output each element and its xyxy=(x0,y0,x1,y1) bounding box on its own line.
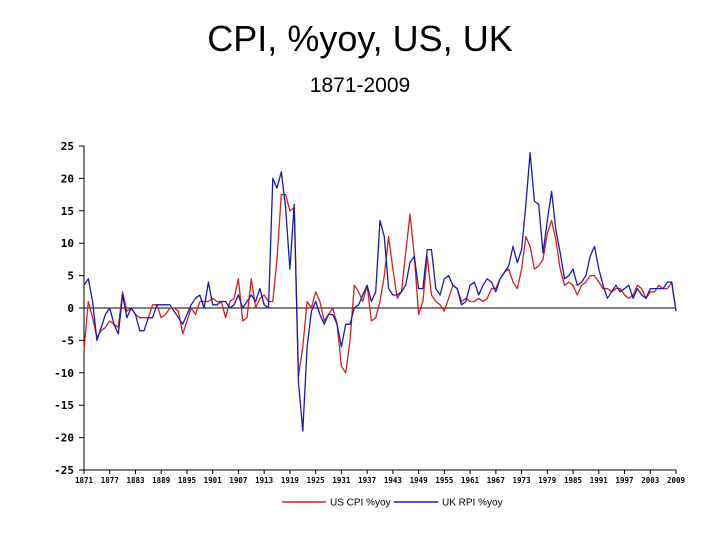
y-tick-label: -25 xyxy=(54,464,74,477)
y-tick-label: 10 xyxy=(61,237,74,250)
y-axis: 25 20 15 10 5 0 -5 -10 -15 -20 -25 xyxy=(54,140,85,477)
x-tick-label: 1877 xyxy=(101,476,119,485)
x-tick-label: 1871 xyxy=(75,476,94,485)
series-layer xyxy=(83,151,677,432)
y-tick-label: 0 xyxy=(67,302,74,315)
chart-title: CPI, %yoy, US, UK xyxy=(207,18,513,59)
y-tick-label: 15 xyxy=(61,205,74,218)
y-tick-label: 25 xyxy=(61,140,74,153)
legend-label: UK RPI %yoy xyxy=(442,498,503,509)
x-tick-label: 1997 xyxy=(615,476,633,485)
x-tick-label: 1931 xyxy=(332,476,351,485)
legend-label: US CPI %yoy xyxy=(330,498,391,509)
x-tick-label: 1979 xyxy=(538,476,557,485)
x-tick-label: 1943 xyxy=(384,476,403,485)
x-tick-label: 1985 xyxy=(564,476,582,485)
legend: US CPI %yoy UK RPI %yoy xyxy=(282,498,503,509)
x-tick-label: 1949 xyxy=(410,476,429,485)
x-tick-label: 1955 xyxy=(435,476,453,485)
x-tick-label: 1913 xyxy=(255,476,274,485)
x-tick-label: 1907 xyxy=(229,476,247,485)
x-tick-label: 1925 xyxy=(307,476,325,485)
chart-subtitle: 1871-2009 xyxy=(309,74,411,97)
x-tick-label: 2009 xyxy=(667,476,686,485)
x-tick-label: 1937 xyxy=(358,476,376,485)
x-tick-label: 1889 xyxy=(152,476,171,485)
series-line-uk-rpi xyxy=(83,151,677,432)
y-tick-label: 20 xyxy=(61,172,74,185)
x-tick-label: 2003 xyxy=(641,476,660,485)
y-tick-label: 5 xyxy=(67,270,74,283)
x-tick-label: 1901 xyxy=(204,476,223,485)
series-line-us-cpi xyxy=(83,193,677,377)
y-tick-label: -10 xyxy=(54,367,74,380)
x-tick-label: 1973 xyxy=(513,476,532,485)
x-tick-label: 1919 xyxy=(281,476,300,485)
y-tick-label: -20 xyxy=(54,432,74,445)
x-tick-label: 1895 xyxy=(178,476,196,485)
x-axis: 1871 1877 1883 1889 1895 1901 1907 1913 1919 1925… xyxy=(75,307,686,485)
x-tick-label: 1961 xyxy=(461,476,480,485)
y-tick-label: -5 xyxy=(61,334,74,347)
x-tick-label: 1883 xyxy=(126,476,145,485)
x-tick-label: 1967 xyxy=(487,476,505,485)
y-tick-label: -15 xyxy=(54,399,74,412)
x-tick-label: 1991 xyxy=(590,476,609,485)
